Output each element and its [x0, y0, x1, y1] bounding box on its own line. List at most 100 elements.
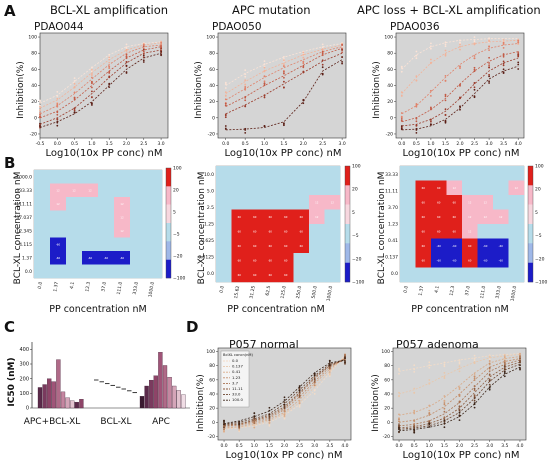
- c-bar: [139, 396, 145, 409]
- a1-data-point: [39, 125, 41, 127]
- a3-ytick-label: -20: [386, 131, 393, 137]
- b1-cell-label: 12: [120, 229, 124, 233]
- d2-data-point: [413, 368, 416, 371]
- d2-data-point: [443, 403, 446, 406]
- b3-heatmap-cell: [400, 195, 416, 210]
- c-bar: [74, 401, 79, 409]
- b1-heatmap-cell: [130, 183, 147, 198]
- b3-heatmap-cell: [508, 238, 525, 254]
- b2-heatmap-cell: [309, 253, 325, 268]
- b3-heatmap-cell: [477, 195, 494, 210]
- panel-letter-c: C: [4, 318, 15, 336]
- b1-cell-label: 12: [88, 188, 92, 192]
- a1-data-point: [56, 105, 59, 108]
- a3-data-point: [444, 119, 447, 122]
- b1-heatmap-cell: [82, 264, 99, 279]
- b2-heatmap-cell: [309, 224, 325, 239]
- a3-data-point: [488, 39, 490, 42]
- b3-heatmap-cell: [508, 166, 525, 181]
- a1-xtick-label: 1.0: [88, 141, 95, 147]
- b2-cell-label: 60: [269, 273, 273, 277]
- a2-data-point: [302, 65, 305, 68]
- b3-cell-label: -60: [483, 244, 488, 248]
- b2-xtick-label: 500.0: [311, 285, 319, 299]
- b2-heatmap-cell: [262, 224, 279, 239]
- d1-legend-title: BclXL concn(nM): [223, 353, 254, 357]
- b3-colorbar-segment: [528, 224, 533, 244]
- a2-data-point: [244, 105, 247, 108]
- a2-data-point: [321, 49, 324, 52]
- b3-heatmap-cell: [493, 195, 509, 210]
- b1-heatmap-cell: [146, 197, 163, 211]
- a3-series-line: [401, 39, 519, 94]
- b1-cell-label: -60: [88, 256, 93, 260]
- b3-heatmap-cell: [462, 238, 478, 254]
- b1-heatmap-cell: [114, 251, 131, 265]
- d1-data-point: [298, 405, 301, 408]
- a2-data-point: [263, 82, 266, 85]
- b2-heatmap-cell: [278, 195, 294, 210]
- b2-cell-label: 60: [269, 215, 273, 219]
- a3-data-point: [459, 65, 461, 68]
- d1-data-point: [328, 371, 331, 373]
- d2-data-point: [488, 355, 491, 358]
- a1-xtick-label: 1.5: [106, 141, 113, 147]
- b2-colorbar-segment: [345, 224, 350, 244]
- c-ytick-label: 0: [26, 406, 29, 412]
- a3-ytick-label: 60: [387, 67, 393, 73]
- a2-data-point: [283, 59, 285, 62]
- d2-data-point: [443, 365, 446, 368]
- a3-data-point: [415, 105, 418, 108]
- b3-heatmap-cell: [431, 267, 447, 283]
- d2-data-point: [503, 371, 506, 373]
- b3-heatmap-cell: [477, 166, 494, 181]
- a2-data-point: [321, 52, 324, 55]
- c-bar: [79, 399, 84, 409]
- a2-data-point: [244, 83, 247, 86]
- b1-heatmap-cell: [34, 210, 51, 225]
- d1-ytick-label: -20: [208, 434, 215, 440]
- b2-cell-label: 12: [315, 215, 319, 219]
- d2-data-point: [473, 399, 476, 402]
- b3-heatmap-cell: [493, 180, 509, 196]
- b2-xtick-label: 62.5: [265, 285, 273, 296]
- b3-heatmap-cell: [462, 209, 478, 225]
- b3-heatmap-cell: [415, 180, 432, 196]
- a1-data-point: [73, 91, 76, 94]
- b2-heatmap-cell: [216, 209, 232, 225]
- d2-data-point: [443, 410, 446, 413]
- a3-data-point: [459, 39, 461, 42]
- a3-data-point: [430, 120, 432, 123]
- a1-data-point: [56, 118, 59, 121]
- b2-cell-label: 60: [253, 258, 257, 262]
- a3-data-point: [502, 47, 505, 49]
- a1-data-point: [125, 64, 128, 67]
- a3-data-point: [473, 66, 476, 69]
- panel-letter-a: A: [4, 2, 16, 20]
- d1-data-point: [253, 420, 256, 422]
- a2-data-point: [263, 80, 266, 83]
- a2-data-point: [302, 99, 305, 102]
- a2-data-point: [321, 50, 324, 53]
- b3-colorbar-segment: [528, 243, 533, 263]
- b2-heatmap-cell: [247, 180, 263, 196]
- a1-title: BCL-XL amplification: [50, 3, 168, 17]
- a2-xlabel: Log10(10x PP conc) nM: [224, 148, 341, 159]
- d2-ytick-label: 80: [384, 363, 390, 369]
- b1-heatmap-cell: [82, 237, 99, 252]
- b1-heatmap-cell: [34, 224, 51, 238]
- d2-data-point: [473, 357, 476, 360]
- b3-heatmap-cell: [477, 180, 494, 196]
- b2-heatmap-cell: [293, 166, 310, 181]
- c-bar: [167, 377, 172, 409]
- a2-series-line: [225, 44, 343, 94]
- d1-data-point: [344, 360, 346, 362]
- b1-heatmap-cell: [66, 183, 83, 198]
- d2-series-line: [398, 359, 521, 427]
- b3-cell-label: 60: [422, 244, 426, 248]
- d1-xlabel: Log10(10x PP conc) nM: [225, 450, 342, 461]
- b3-heatmap-cell: [400, 253, 416, 268]
- a1-ytick-label: 0: [34, 115, 37, 121]
- d2-data-point: [398, 391, 400, 394]
- a1-data-point: [39, 116, 41, 118]
